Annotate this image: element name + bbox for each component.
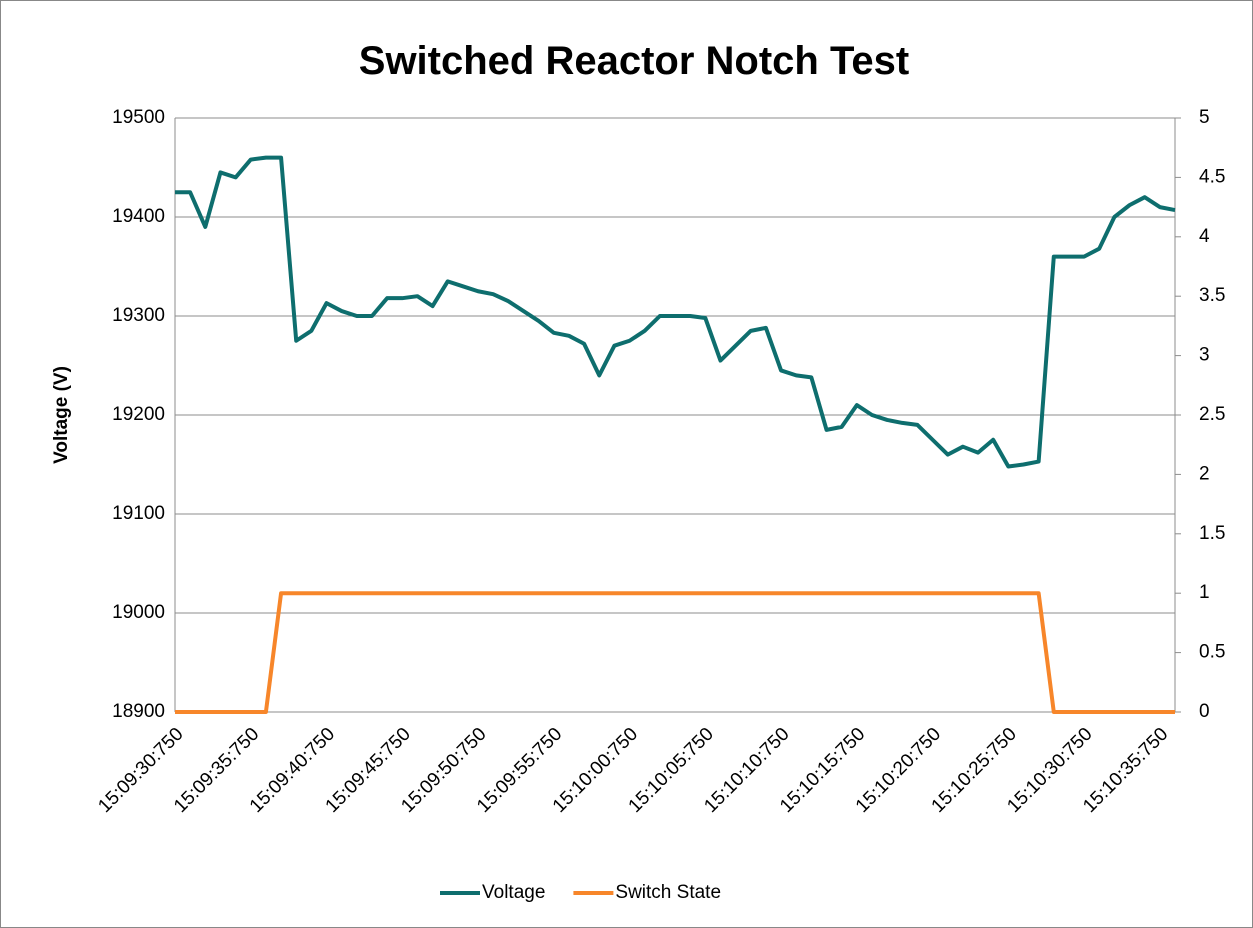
y2-tick-label: 0: [1199, 701, 1210, 722]
series-line: [175, 155, 1176, 469]
y2-tick-label: 1: [1199, 582, 1210, 603]
legend-label: Voltage: [482, 882, 545, 903]
y-tick-label: 18900: [112, 701, 165, 722]
y-tick-label: 19000: [112, 602, 165, 623]
chart-title: Switched Reactor Notch Test: [359, 39, 909, 83]
y2-tick-label: 1.5: [1199, 523, 1225, 544]
y2-tick-label: 5: [1199, 107, 1210, 128]
y2-tick-label: 3: [1199, 345, 1210, 366]
series-line: [175, 591, 1175, 714]
y2-tick-label: 2: [1199, 463, 1210, 484]
y-tick-label: 19500: [112, 107, 165, 128]
y2-tick-label: 0.5: [1199, 642, 1225, 663]
y2-tick-label: 3.5: [1199, 285, 1225, 306]
legend-label: Switch State: [615, 882, 721, 903]
y2-tick-label: 4.5: [1199, 166, 1225, 187]
y-tick-label: 19200: [112, 404, 165, 425]
y-tick-label: 19400: [112, 206, 165, 227]
y2-tick-label: 4: [1199, 226, 1210, 247]
y-axis-label: Voltage (V): [51, 366, 72, 464]
y-tick-label: 19300: [112, 305, 165, 326]
y-tick-label: 19100: [112, 503, 165, 524]
y2-tick-label: 2.5: [1199, 404, 1225, 425]
